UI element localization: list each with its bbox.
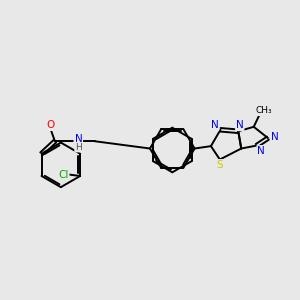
Text: S: S [217, 160, 223, 170]
Text: N: N [74, 134, 82, 144]
Text: N: N [236, 120, 244, 130]
Text: H: H [75, 143, 82, 152]
Text: N: N [257, 146, 265, 156]
Text: CH₃: CH₃ [256, 106, 272, 115]
Text: N: N [211, 120, 218, 130]
Text: N: N [271, 132, 278, 142]
Text: Cl: Cl [58, 169, 69, 179]
Text: O: O [46, 120, 55, 130]
